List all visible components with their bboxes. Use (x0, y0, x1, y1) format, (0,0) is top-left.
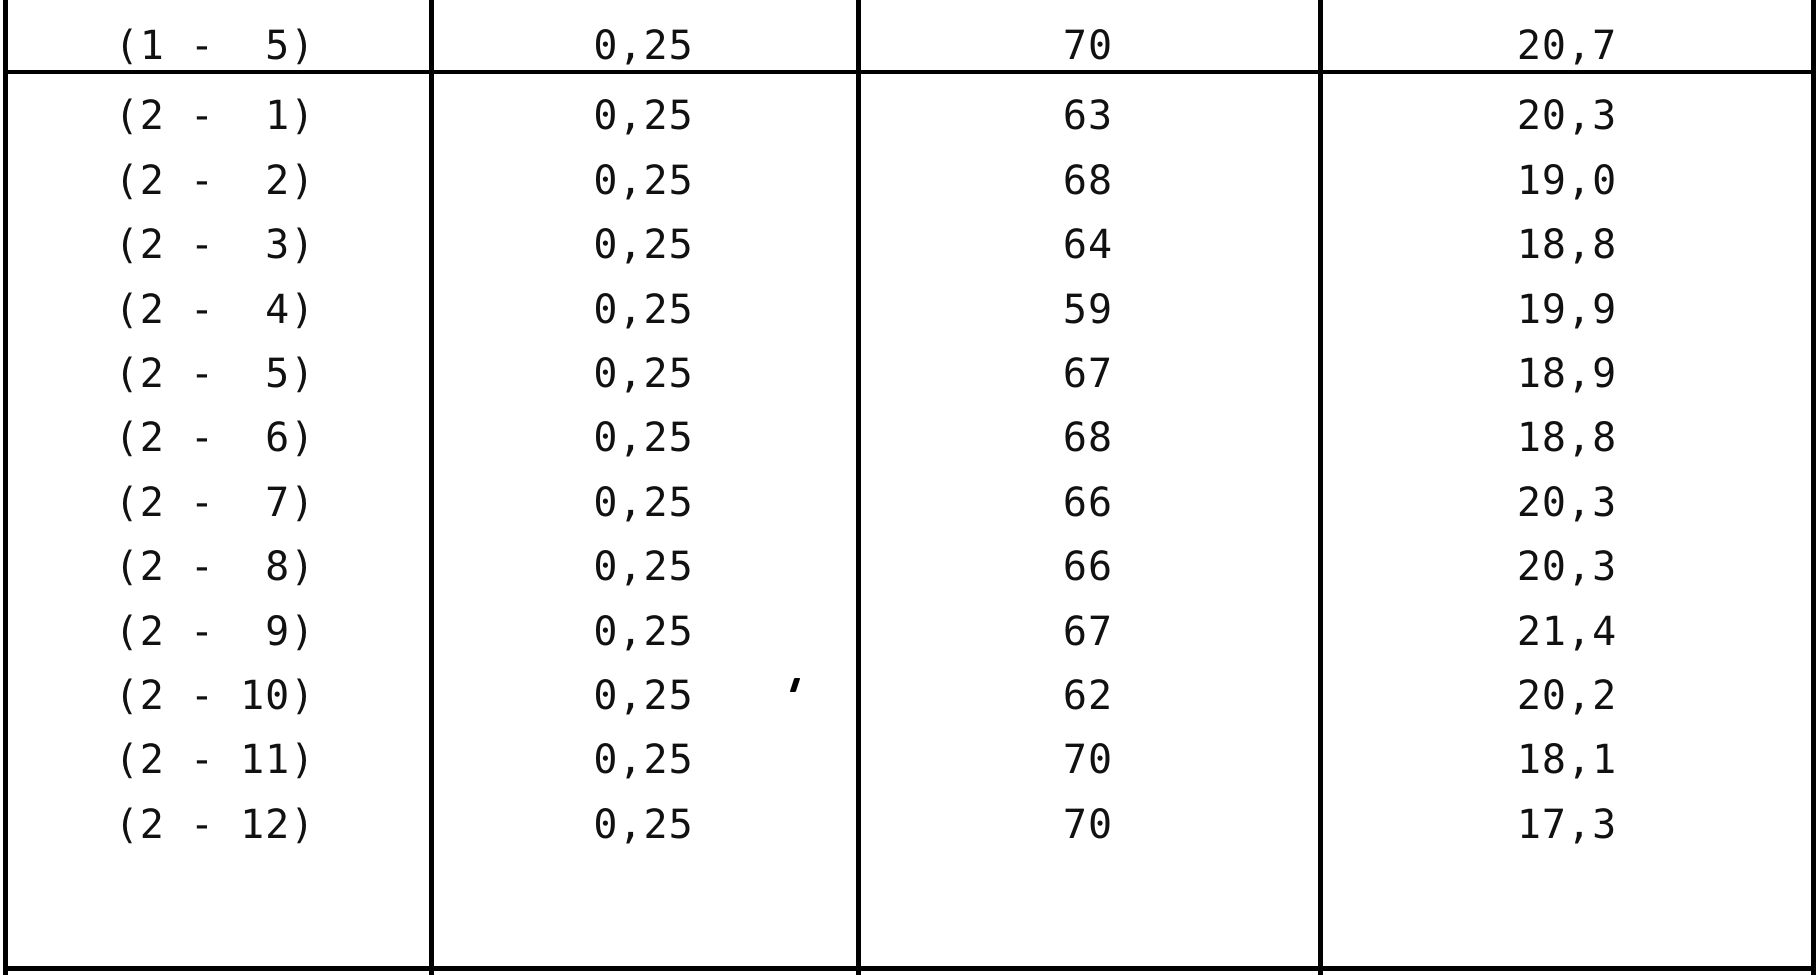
cell-sample-id: (2 - 1) (114, 93, 316, 140)
cell-value-2: 59 (1062, 286, 1114, 333)
cell-value-3: 18,1 (1516, 737, 1618, 784)
cell-sample-id: (2 - 3) (114, 222, 316, 269)
cell-value-1: 0,25 (593, 286, 694, 333)
table-right-border (1811, 0, 1816, 975)
cell-value-1: 0,25 (593, 23, 694, 69)
cell-value-2: 68 (1062, 415, 1114, 462)
table-row: (2 - 9) 0,25 67 21,4 (0, 600, 1820, 664)
cell-sample-id: (2 - 7) (114, 479, 316, 526)
cell-value-2: 70 (1062, 737, 1114, 784)
cell-sample-id: (2 - 5) (114, 351, 316, 397)
cell-value-1: 0,25 (593, 351, 694, 397)
cell-sample-id: (2 - 11) (114, 737, 316, 784)
cell-value-3: 20,3 (1516, 93, 1618, 140)
cell-value-1: 0,25 (593, 544, 694, 591)
table-row: (2 - 2) 0,25 68 19,0 (0, 149, 1820, 213)
cell-sample-id: (2 - 8) (114, 544, 316, 591)
row-separator-rule (3, 70, 1816, 74)
cell-value-1: 0,25 (593, 415, 694, 462)
table-row: (2 - 11) 0,25 70 18,1 (0, 728, 1820, 792)
cell-sample-id: (2 - 12) (114, 801, 316, 848)
cell-value-2: 68 (1062, 157, 1114, 204)
cell-value-3: 18,8 (1516, 415, 1618, 462)
table-row: (1 - 5) 0,25 70 20,7 (0, 14, 1820, 78)
cell-value-2: 70 (1062, 801, 1114, 848)
cell-value-3: 21,4 (1516, 608, 1618, 655)
cell-value-1: 0,25 (593, 673, 694, 719)
cell-sample-id: (2 - 9) (114, 608, 316, 655)
column-divider-1 (429, 0, 434, 975)
cell-sample-id: (1 - 5) (114, 23, 316, 69)
table-row: (2 - 1) 0,25 63 20,3 (0, 84, 1820, 148)
cell-value-1: 0,25 (593, 479, 694, 526)
table-row: (2 - 10) 0,25 62 20,2 (0, 664, 1820, 728)
column-divider-2 (856, 0, 861, 975)
cell-value-2: 67 (1062, 351, 1114, 397)
cell-sample-id: (2 - 10) (114, 673, 316, 719)
table-row: (2 - 4) 0,25 59 19,9 (0, 278, 1820, 342)
cell-value-2: 62 (1062, 673, 1114, 719)
cell-value-3: 18,8 (1516, 222, 1618, 269)
cell-value-1: 0,25 (593, 801, 694, 848)
cell-value-3: 19,9 (1516, 286, 1618, 333)
table-bottom-border (3, 966, 1816, 971)
cell-value-2: 66 (1062, 479, 1114, 526)
cell-sample-id: (2 - 2) (114, 157, 316, 204)
table-row: (2 - 3) 0,25 64 18,8 (0, 213, 1820, 277)
cell-value-3: 18,9 (1516, 351, 1618, 397)
cell-value-1: 0,25 (593, 157, 694, 204)
cell-value-2: 67 (1062, 608, 1114, 655)
table-row: (2 - 7) 0,25 66 20,3 (0, 471, 1820, 535)
cell-value-1: 0,25 (593, 93, 694, 140)
table-left-border (3, 0, 8, 975)
table-row: (2 - 12) 0,25 70 17,3 (0, 793, 1820, 857)
cell-value-2: 64 (1062, 222, 1114, 269)
cell-value-3: 19,0 (1516, 157, 1618, 204)
cell-sample-id: (2 - 6) (114, 415, 316, 462)
table-row: (2 - 5) 0,25 67 18,9 (0, 342, 1820, 406)
cell-sample-id: (2 - 4) (114, 286, 316, 333)
cell-value-1: 0,25 (593, 737, 694, 784)
cell-value-1: 0,25 (593, 608, 694, 655)
cell-value-2: 63 (1062, 93, 1114, 140)
cell-value-3: 20,7 (1516, 23, 1618, 69)
table-row: (2 - 6) 0,25 68 18,8 (0, 406, 1820, 470)
cell-value-3: 17,3 (1516, 801, 1618, 848)
cell-value-3: 20,3 (1516, 544, 1618, 591)
cell-value-1: 0,25 (593, 222, 694, 269)
cell-value-3: 20,3 (1516, 479, 1618, 526)
column-divider-3 (1318, 0, 1323, 975)
cell-value-2: 70 (1062, 23, 1114, 69)
table-row: (2 - 8) 0,25 66 20,3 (0, 535, 1820, 599)
cell-value-2: 66 (1062, 544, 1114, 591)
cell-value-3: 20,2 (1516, 673, 1618, 719)
